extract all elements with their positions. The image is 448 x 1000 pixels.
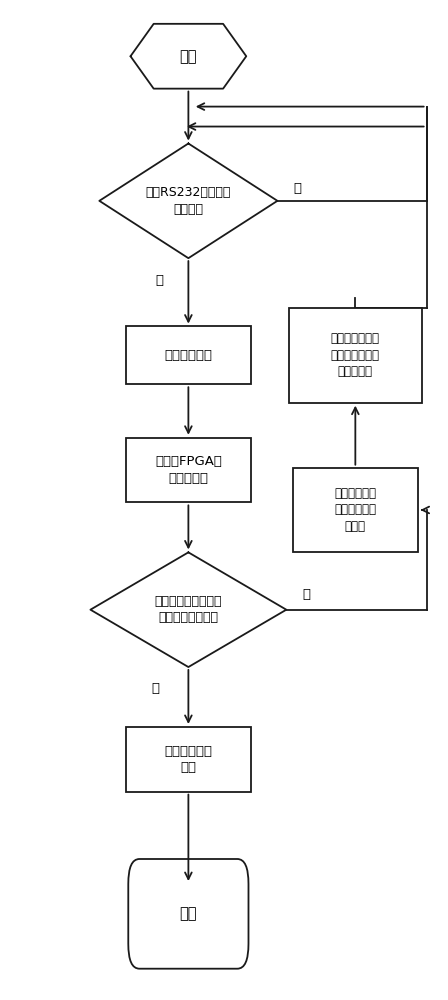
Text: 开始: 开始 (180, 49, 197, 64)
Text: 向测试FPGA发
送控制命令: 向测试FPGA发 送控制命令 (155, 455, 222, 485)
Text: 输入信号解码: 输入信号解码 (164, 349, 212, 362)
Bar (126, 727, 251, 792)
Bar (289, 308, 422, 403)
Text: 接收控制命令
反馈信号或检
测结果: 接收控制命令 反馈信号或检 测结果 (334, 487, 376, 533)
Text: 查询有无控制命令反
馈信号或检测结果: 查询有无控制命令反 馈信号或检测结果 (155, 595, 222, 624)
Text: 结束: 结束 (180, 906, 197, 921)
Bar (126, 438, 251, 502)
FancyBboxPatch shape (128, 859, 249, 969)
Text: 是: 是 (155, 274, 164, 287)
Bar (126, 326, 251, 384)
Text: 是: 是 (302, 588, 310, 601)
Text: 否: 否 (151, 682, 159, 695)
Text: 发送超时错误
信号: 发送超时错误 信号 (164, 745, 212, 774)
Text: 否: 否 (293, 182, 302, 195)
Bar (293, 468, 418, 552)
Text: 检测RS232接口有无
信号输入: 检测RS232接口有无 信号输入 (146, 186, 231, 216)
Text: 向上位机发送控
制命令反馈信号
或检测结果: 向上位机发送控 制命令反馈信号 或检测结果 (331, 332, 380, 378)
